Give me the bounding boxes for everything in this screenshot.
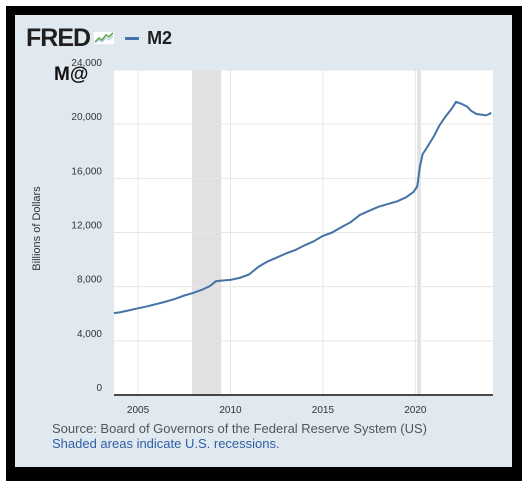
y-tick-labels: 0 4,000 8,000 12,000 16,000 20,000 24,000 xyxy=(71,58,102,394)
series-line-m2 xyxy=(113,100,492,315)
legend-swatch xyxy=(125,36,140,40)
source-note: Source: Board of Governors of the Federa… xyxy=(52,421,427,436)
legend-series-label: M2 xyxy=(147,27,173,48)
y-tick-label: 4,000 xyxy=(77,329,102,340)
y-axis-label: Billions of Dollars xyxy=(31,186,43,271)
x-tick-label: 2010 xyxy=(219,405,242,416)
fred-logo-text[interactable]: FRED xyxy=(26,23,91,52)
y-tick-label: 20,000 xyxy=(71,112,102,123)
grid-lines xyxy=(114,69,493,395)
y-tick-label: 16,000 xyxy=(71,166,102,177)
y-tick-label: 8,000 xyxy=(77,275,102,286)
y-tick-label: 0 xyxy=(96,383,102,394)
x-tick-labels: 2005 2010 2015 2020 xyxy=(127,405,427,416)
chart-header: FRED M2 xyxy=(26,24,172,52)
x-tick-label: 2005 xyxy=(127,405,150,416)
recession-note[interactable]: Shaded areas indicate U.S. recessions. xyxy=(52,436,280,451)
series-lines xyxy=(113,100,492,315)
overlay-tag: M@ xyxy=(54,64,89,85)
y-tick-label: 24,000 xyxy=(71,58,102,69)
x-tick-label: 2020 xyxy=(404,405,427,416)
x-tick-label: 2015 xyxy=(312,405,335,416)
y-tick-label: 12,000 xyxy=(71,221,102,232)
fred-logo-icon xyxy=(93,31,116,45)
